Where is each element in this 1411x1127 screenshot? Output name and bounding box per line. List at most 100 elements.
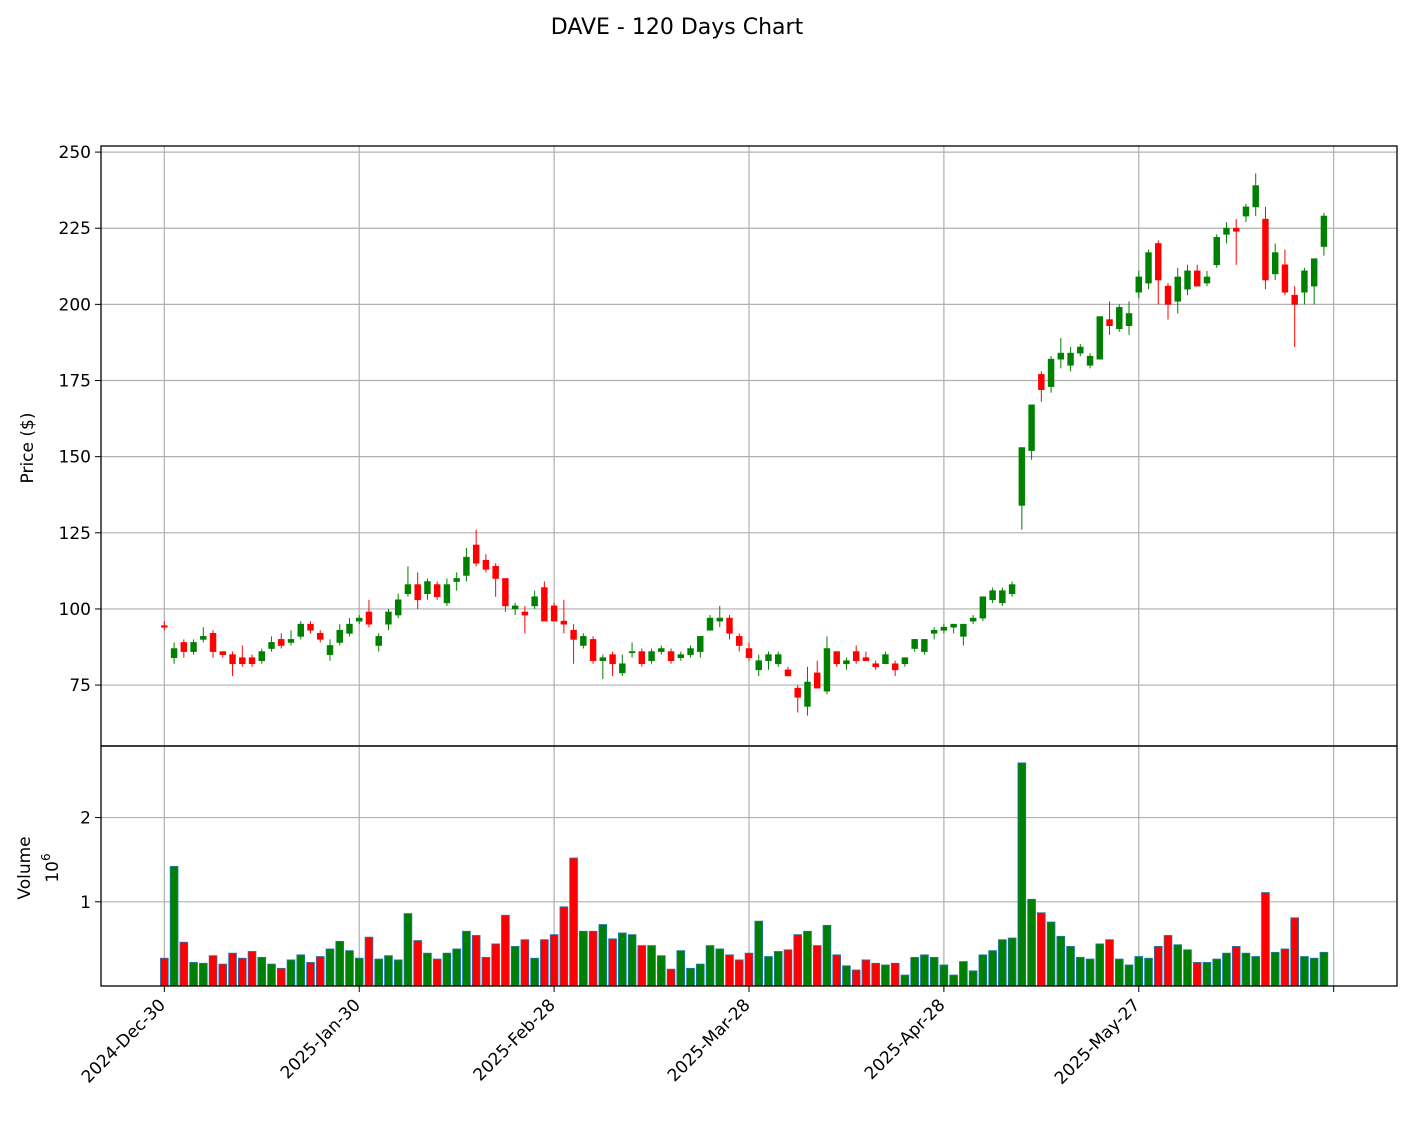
volume-bar (1095, 943, 1105, 987)
candle-body (687, 648, 694, 655)
volume-bar (608, 938, 617, 987)
volume-bar (871, 962, 880, 987)
candle-body (911, 639, 918, 649)
candle-body (424, 581, 431, 595)
candle-body (346, 623, 353, 634)
volume-bar (1163, 935, 1173, 987)
volume-bar (452, 948, 461, 987)
volume-bar (1124, 964, 1134, 987)
volume-bar (705, 945, 715, 987)
candle-body (1164, 285, 1172, 305)
candle-body (1262, 218, 1269, 281)
candle-body (1174, 276, 1181, 302)
candle-body (1301, 270, 1308, 293)
volume-bar (199, 962, 208, 987)
volume-bar (413, 940, 422, 987)
candle-body (843, 660, 850, 665)
volume-bar (793, 934, 803, 987)
volume-bar (462, 930, 471, 987)
volume-bar (1134, 956, 1144, 987)
candle-body (765, 654, 772, 662)
volume-bar (1076, 956, 1085, 987)
volume-bar (276, 967, 286, 987)
chart-title: DAVE - 120 Days Chart (551, 15, 804, 40)
candle-body (1232, 227, 1240, 232)
volume-bar (267, 963, 276, 987)
volume-bar (744, 952, 754, 987)
volume-bar (783, 949, 793, 987)
candle-body (726, 617, 733, 634)
x-tick-label: 2025-Mar-28 (664, 995, 755, 1086)
volume-bar (160, 957, 169, 987)
volume-bar (1046, 921, 1056, 987)
volume-bar (822, 924, 832, 987)
volume-bar (900, 974, 910, 987)
volume-bar (403, 913, 413, 987)
candle-body (638, 651, 646, 665)
candle-body (706, 617, 714, 631)
price-tick-label: 100 (59, 600, 91, 620)
candle-body (658, 648, 665, 652)
candle-body (1223, 227, 1230, 235)
volume-bar (1183, 949, 1192, 987)
volume-bar (968, 970, 978, 987)
candle-body (1281, 264, 1289, 293)
candle-body (833, 651, 840, 665)
volume-bar (1309, 957, 1319, 987)
volume-series (160, 762, 1329, 987)
candle-body (1155, 243, 1162, 281)
volume-bar (666, 968, 676, 987)
candle-body (852, 651, 860, 662)
candle-body (891, 663, 899, 671)
candle-body (394, 599, 402, 616)
candle-body (823, 648, 831, 692)
candle-body (960, 623, 967, 637)
candle-body (385, 611, 392, 625)
candle-body (1135, 276, 1142, 293)
volume-bar (998, 939, 1007, 987)
volume-bar (1085, 958, 1095, 987)
volume-bar (920, 954, 929, 987)
candle-body (1096, 316, 1104, 360)
volume-bar (1153, 946, 1163, 987)
candle-body (404, 584, 412, 595)
volume-bar (510, 946, 520, 987)
candle-body (1077, 346, 1084, 354)
candle-body (541, 587, 548, 622)
candle-body (502, 578, 509, 607)
volume-bar (384, 955, 393, 987)
volume-bar (1222, 952, 1231, 987)
candle-body (667, 651, 675, 662)
price-tick-label: 175 (59, 372, 91, 392)
candle-body (1203, 276, 1211, 284)
candle-body (1271, 252, 1279, 275)
volume-bar (315, 956, 325, 987)
candle-body (443, 584, 451, 604)
volume-bar (491, 943, 500, 987)
volume-bar (228, 952, 237, 987)
candle-body (1057, 352, 1065, 360)
volume-bar (842, 965, 851, 987)
volume-bar (501, 914, 510, 987)
volume-bar (715, 948, 725, 987)
candle-body (1008, 584, 1016, 595)
volume-bar (773, 951, 783, 987)
candle-body (599, 657, 607, 662)
candle-body (1252, 185, 1259, 208)
volume-bar (286, 959, 296, 987)
volume-bar (1017, 762, 1027, 987)
volume-bar (627, 934, 637, 987)
candle-body (229, 654, 236, 665)
volume-bar (676, 950, 686, 987)
candle-body (697, 636, 704, 652)
volume-bar (423, 952, 432, 987)
volume-bar (442, 952, 452, 987)
candle-body (472, 544, 480, 564)
volume-tick-label: 2 (80, 809, 91, 829)
volume-tick-label: 1 (80, 893, 91, 913)
volume-bar (1300, 956, 1309, 987)
candle-body (736, 636, 743, 646)
candle-body (336, 629, 343, 643)
price-tick-label: 225 (59, 219, 91, 239)
